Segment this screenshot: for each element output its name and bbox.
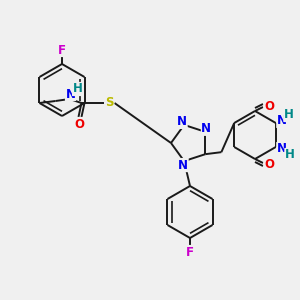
Text: F: F xyxy=(58,44,66,56)
Text: H: H xyxy=(284,109,294,122)
Text: N: N xyxy=(178,159,188,172)
Text: O: O xyxy=(74,118,85,130)
Text: F: F xyxy=(186,245,194,259)
Text: N: N xyxy=(277,142,287,155)
Text: S: S xyxy=(105,97,114,110)
Text: N: N xyxy=(277,115,287,128)
Text: O: O xyxy=(264,100,274,112)
Text: N: N xyxy=(201,122,212,135)
Text: H: H xyxy=(285,148,295,161)
Text: N: N xyxy=(65,88,76,100)
Text: N: N xyxy=(177,116,187,128)
Text: H: H xyxy=(73,82,82,95)
Text: O: O xyxy=(264,158,274,170)
